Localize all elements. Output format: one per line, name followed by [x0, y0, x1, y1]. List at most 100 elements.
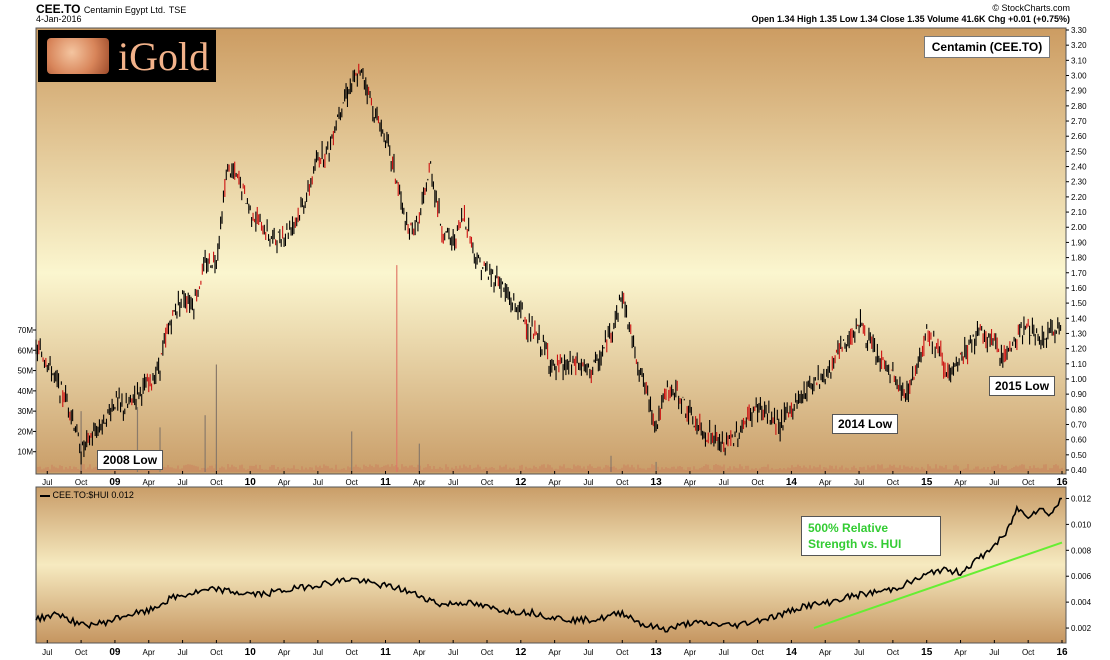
x-tick-label: 09: [109, 647, 121, 658]
x-tick-label: Jul: [448, 478, 458, 487]
exchange: TSE: [168, 5, 187, 15]
x-tick-label: Apr: [954, 478, 967, 487]
x-tick-label: Apr: [684, 478, 697, 487]
ratio-panel-background: [35, 486, 1067, 644]
y-tick-label: 2.00: [1071, 223, 1087, 232]
x-tick-label: 15: [921, 647, 933, 658]
x-tick-label: Oct: [751, 648, 764, 657]
x-tick-label: 11: [380, 647, 391, 658]
x-tick-label: 13: [651, 477, 663, 488]
x-tick-label: 11: [380, 477, 391, 488]
y-tick-label: 2.90: [1071, 87, 1087, 96]
trendline: [813, 541, 1063, 629]
x-tick-label: 14: [786, 477, 798, 488]
x-tick-label: Jul: [719, 478, 729, 487]
annotation-2015-low: 2015 Low: [989, 376, 1056, 396]
x-tick-label: 15: [921, 477, 933, 488]
annotation-2014-low: 2014 Low: [832, 414, 899, 434]
ratio-line: [35, 497, 1062, 633]
y-tick-label: 1.90: [1071, 238, 1087, 247]
x-tick-label: Apr: [819, 478, 832, 487]
relative-strength-note: 500% Relative Strength vs. HUI: [801, 516, 941, 556]
volume-tick-label: 30M: [17, 407, 33, 416]
x-tick-label: Oct: [481, 648, 494, 657]
x-tick-label: Jul: [42, 648, 52, 657]
y-tick-label: 2.10: [1071, 208, 1087, 217]
volume-tick-label: 40M: [17, 387, 33, 396]
ratio-x-axis: Jul Oct 09 Apr Jul Oct 10 Apr Jul Oct 11 Apr Jul Oct 1…: [42, 640, 1068, 658]
price-series: [35, 63, 1062, 465]
x-tick-label: 16: [1056, 477, 1068, 488]
ratio-tick-label: 0.006: [1071, 572, 1092, 581]
price-x-axis: Jul Oct 09 Apr Jul Oct 10 Apr Jul Oct 11 Apr Jul Oct 1…: [42, 471, 1068, 488]
y-tick-label: 0.50: [1071, 451, 1087, 460]
ratio-tick-label: 0.010: [1071, 520, 1092, 529]
x-tick-label: Oct: [1022, 478, 1035, 487]
ratio-tick-label: 0.008: [1071, 546, 1092, 555]
x-tick-label: Apr: [413, 478, 426, 487]
volume-tick-label: 20M: [17, 427, 33, 436]
ratio-tick-label: 0.012: [1071, 494, 1092, 503]
x-tick-label: Oct: [345, 478, 358, 487]
x-tick-label: Oct: [1022, 648, 1035, 657]
x-tick-label: Jul: [989, 648, 999, 657]
y-tick-label: 3.00: [1071, 72, 1087, 81]
y-tick-label: 1.40: [1071, 314, 1087, 323]
volume-tick-label: 10M: [17, 448, 33, 457]
ratio-legend: CEE.TO:$HUI 0.012: [40, 490, 134, 500]
source-credit: © StockCharts.com: [992, 3, 1070, 13]
logo-text: iGold: [118, 34, 210, 79]
igold-logo: iGold: [38, 30, 216, 82]
ratio-legend-label: CEE.TO:$HUI 0.012: [52, 490, 134, 500]
x-tick-label: Jul: [583, 648, 593, 657]
y-tick-label: 1.30: [1071, 329, 1087, 338]
x-tick-label: 10: [245, 477, 257, 488]
y-tick-label: 1.10: [1071, 360, 1087, 369]
ratio-tick-label: 0.004: [1071, 598, 1092, 607]
x-tick-label: Oct: [751, 478, 764, 487]
x-tick-label: Oct: [616, 478, 629, 487]
price-y-axis: 0.40 0.50 0.60 0.70 0.80 0.90 1.00 1.10 1.20 1.30…: [1066, 26, 1087, 475]
ratio-series: [35, 497, 1063, 633]
x-tick-label: Jul: [448, 648, 458, 657]
x-tick-label: Jul: [854, 648, 864, 657]
y-tick-label: 2.40: [1071, 163, 1087, 172]
price-panel-background: [35, 27, 1067, 475]
y-tick-label: 1.50: [1071, 299, 1087, 308]
y-tick-label: 1.00: [1071, 375, 1087, 384]
x-tick-label: Oct: [887, 478, 900, 487]
volume-tick-label: 60M: [17, 346, 33, 355]
x-tick-label: 12: [515, 647, 527, 658]
header-title: CEE.TO Centamin Egypt Ltd. TSE: [36, 2, 186, 16]
y-tick-label: 1.20: [1071, 345, 1087, 354]
y-tick-label: 2.60: [1071, 132, 1087, 141]
x-tick-label: 16: [1056, 647, 1068, 658]
legend-swatch: [40, 494, 50, 497]
x-tick-label: 14: [786, 647, 798, 658]
x-tick-label: Apr: [278, 648, 291, 657]
x-tick-label: Oct: [75, 648, 88, 657]
y-tick-label: 0.60: [1071, 436, 1087, 445]
gold-bar-icon: [47, 38, 109, 74]
x-tick-label: Oct: [616, 648, 629, 657]
x-tick-label: Apr: [548, 478, 561, 487]
y-tick-label: 1.80: [1071, 254, 1087, 263]
y-tick-label: 1.60: [1071, 284, 1087, 293]
y-tick-label: 3.30: [1071, 26, 1087, 35]
y-tick-label: 0.80: [1071, 405, 1087, 414]
y-tick-label: 2.80: [1071, 102, 1087, 111]
y-tick-label: 1.70: [1071, 269, 1087, 278]
x-tick-label: Jul: [313, 478, 323, 487]
x-tick-label: 09: [109, 477, 121, 488]
x-tick-label: Apr: [548, 648, 561, 657]
x-tick-label: Apr: [954, 648, 967, 657]
x-tick-label: Jul: [42, 478, 52, 487]
x-tick-label: Apr: [143, 478, 156, 487]
annotation-2008-low: 2008 Low: [97, 450, 164, 470]
symbol: CEE.TO: [36, 2, 81, 16]
x-tick-label: Oct: [481, 478, 494, 487]
volume-tick-label: 50M: [17, 367, 33, 376]
company-name: Centamin Egypt Ltd.: [83, 5, 166, 15]
x-tick-label: Jul: [583, 478, 593, 487]
